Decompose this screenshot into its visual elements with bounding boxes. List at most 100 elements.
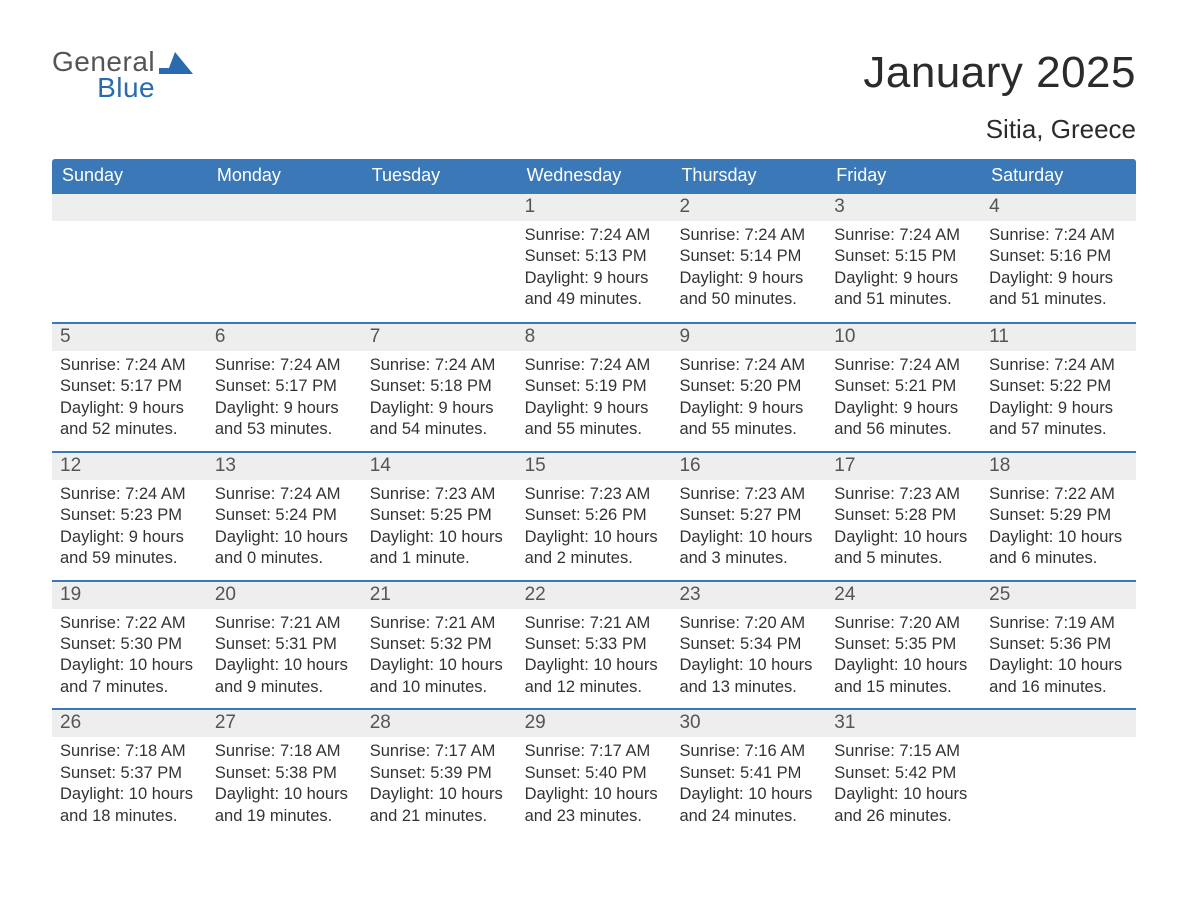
day-number-row: 25 [981,582,1136,609]
sunrise-text: Sunrise: 7:24 AM [60,484,199,505]
day-cell: 9Sunrise: 7:24 AMSunset: 5:20 PMDaylight… [671,324,826,451]
day-cell: 23Sunrise: 7:20 AMSunset: 5:34 PMDayligh… [671,582,826,709]
day-number: 27 [207,710,362,737]
day-cell: 2Sunrise: 7:24 AMSunset: 5:14 PMDaylight… [671,194,826,322]
day-number: 24 [826,582,981,609]
calendar: SundayMondayTuesdayWednesdayThursdayFrid… [52,159,1136,837]
day-number-row: 12 [52,453,207,480]
day-content: Sunrise: 7:23 AMSunset: 5:26 PMDaylight:… [517,480,672,580]
daylight-line1: Daylight: 9 hours [215,398,354,419]
day-number: 13 [207,453,362,480]
daylight-line2: and 59 minutes. [60,548,199,569]
day-number-row: 9 [671,324,826,351]
sunset-text: Sunset: 5:33 PM [525,634,664,655]
weekday-header-row: SundayMondayTuesdayWednesdayThursdayFrid… [52,159,1136,194]
day-number-row: 4 [981,194,1136,221]
daylight-line1: Daylight: 10 hours [525,655,664,676]
day-cell: 16Sunrise: 7:23 AMSunset: 5:27 PMDayligh… [671,453,826,580]
day-cell: 19Sunrise: 7:22 AMSunset: 5:30 PMDayligh… [52,582,207,709]
day-content: Sunrise: 7:20 AMSunset: 5:35 PMDaylight:… [826,609,981,709]
day-cell: 21Sunrise: 7:21 AMSunset: 5:32 PMDayligh… [362,582,517,709]
daylight-line2: and 16 minutes. [989,677,1128,698]
page-title: January 2025 [863,48,1136,98]
daylight-line2: and 24 minutes. [679,806,818,827]
sunrise-text: Sunrise: 7:15 AM [834,741,973,762]
sunset-text: Sunset: 5:26 PM [525,505,664,526]
sunset-text: Sunset: 5:13 PM [525,246,664,267]
day-cell: 6Sunrise: 7:24 AMSunset: 5:17 PMDaylight… [207,324,362,451]
daylight-line1: Daylight: 10 hours [525,784,664,805]
day-number: 7 [362,324,517,351]
daylight-line1: Daylight: 9 hours [989,268,1128,289]
sunrise-text: Sunrise: 7:20 AM [834,613,973,634]
day-number-row: 20 [207,582,362,609]
day-content: Sunrise: 7:17 AMSunset: 5:39 PMDaylight:… [362,737,517,837]
sunset-text: Sunset: 5:38 PM [215,763,354,784]
sunset-text: Sunset: 5:17 PM [60,376,199,397]
day-content: Sunrise: 7:24 AMSunset: 5:17 PMDaylight:… [52,351,207,451]
title-block: January 2025 Sitia, Greece [863,48,1136,145]
sunset-text: Sunset: 5:37 PM [60,763,199,784]
daylight-line2: and 2 minutes. [525,548,664,569]
day-content: Sunrise: 7:24 AMSunset: 5:17 PMDaylight:… [207,351,362,451]
daylight-line1: Daylight: 10 hours [834,784,973,805]
weekday-header: Friday [826,159,981,194]
day-cell: 25Sunrise: 7:19 AMSunset: 5:36 PMDayligh… [981,582,1136,709]
sunset-text: Sunset: 5:34 PM [679,634,818,655]
day-cell: 18Sunrise: 7:22 AMSunset: 5:29 PMDayligh… [981,453,1136,580]
day-number-row: 11 [981,324,1136,351]
daylight-line2: and 55 minutes. [679,419,818,440]
day-number: 10 [826,324,981,351]
day-cell: 7Sunrise: 7:24 AMSunset: 5:18 PMDaylight… [362,324,517,451]
day-number-row: . [207,194,362,221]
sunset-text: Sunset: 5:22 PM [989,376,1128,397]
daylight-line2: and 15 minutes. [834,677,973,698]
day-number-row: 5 [52,324,207,351]
day-number-row: 10 [826,324,981,351]
daylight-line1: Daylight: 9 hours [60,527,199,548]
sunrise-text: Sunrise: 7:17 AM [370,741,509,762]
day-cell: 31Sunrise: 7:15 AMSunset: 5:42 PMDayligh… [826,710,981,837]
day-content: Sunrise: 7:24 AMSunset: 5:19 PMDaylight:… [517,351,672,451]
day-number: 22 [517,582,672,609]
day-number-row: 31 [826,710,981,737]
day-cell: 10Sunrise: 7:24 AMSunset: 5:21 PMDayligh… [826,324,981,451]
day-cell: 11Sunrise: 7:24 AMSunset: 5:22 PMDayligh… [981,324,1136,451]
sunset-text: Sunset: 5:30 PM [60,634,199,655]
daylight-line2: and 5 minutes. [834,548,973,569]
daylight-line2: and 12 minutes. [525,677,664,698]
day-number-row: 16 [671,453,826,480]
day-content: Sunrise: 7:22 AMSunset: 5:30 PMDaylight:… [52,609,207,709]
day-cell: . [981,710,1136,837]
daylight-line1: Daylight: 10 hours [215,784,354,805]
sunset-text: Sunset: 5:24 PM [215,505,354,526]
daylight-line2: and 26 minutes. [834,806,973,827]
daylight-line1: Daylight: 10 hours [834,527,973,548]
daylight-line1: Daylight: 10 hours [525,527,664,548]
sunrise-text: Sunrise: 7:21 AM [525,613,664,634]
day-cell: 14Sunrise: 7:23 AMSunset: 5:25 PMDayligh… [362,453,517,580]
sunset-text: Sunset: 5:39 PM [370,763,509,784]
daylight-line1: Daylight: 10 hours [370,655,509,676]
daylight-line1: Daylight: 10 hours [370,784,509,805]
day-number: 14 [362,453,517,480]
day-number-row: 17 [826,453,981,480]
daylight-line1: Daylight: 9 hours [370,398,509,419]
day-content: Sunrise: 7:21 AMSunset: 5:31 PMDaylight:… [207,609,362,709]
sunrise-text: Sunrise: 7:21 AM [215,613,354,634]
daylight-line2: and 54 minutes. [370,419,509,440]
sunrise-text: Sunrise: 7:24 AM [525,225,664,246]
day-cell: 1Sunrise: 7:24 AMSunset: 5:13 PMDaylight… [517,194,672,322]
day-content: Sunrise: 7:22 AMSunset: 5:29 PMDaylight:… [981,480,1136,580]
day-number-row: 29 [517,710,672,737]
sunrise-text: Sunrise: 7:24 AM [679,355,818,376]
day-cell: 13Sunrise: 7:24 AMSunset: 5:24 PMDayligh… [207,453,362,580]
sunset-text: Sunset: 5:19 PM [525,376,664,397]
day-number: 17 [826,453,981,480]
day-cell: 30Sunrise: 7:16 AMSunset: 5:41 PMDayligh… [671,710,826,837]
day-content: Sunrise: 7:15 AMSunset: 5:42 PMDaylight:… [826,737,981,837]
day-cell: 26Sunrise: 7:18 AMSunset: 5:37 PMDayligh… [52,710,207,837]
daylight-line1: Daylight: 10 hours [215,527,354,548]
day-number: 11 [981,324,1136,351]
day-number-row: 30 [671,710,826,737]
